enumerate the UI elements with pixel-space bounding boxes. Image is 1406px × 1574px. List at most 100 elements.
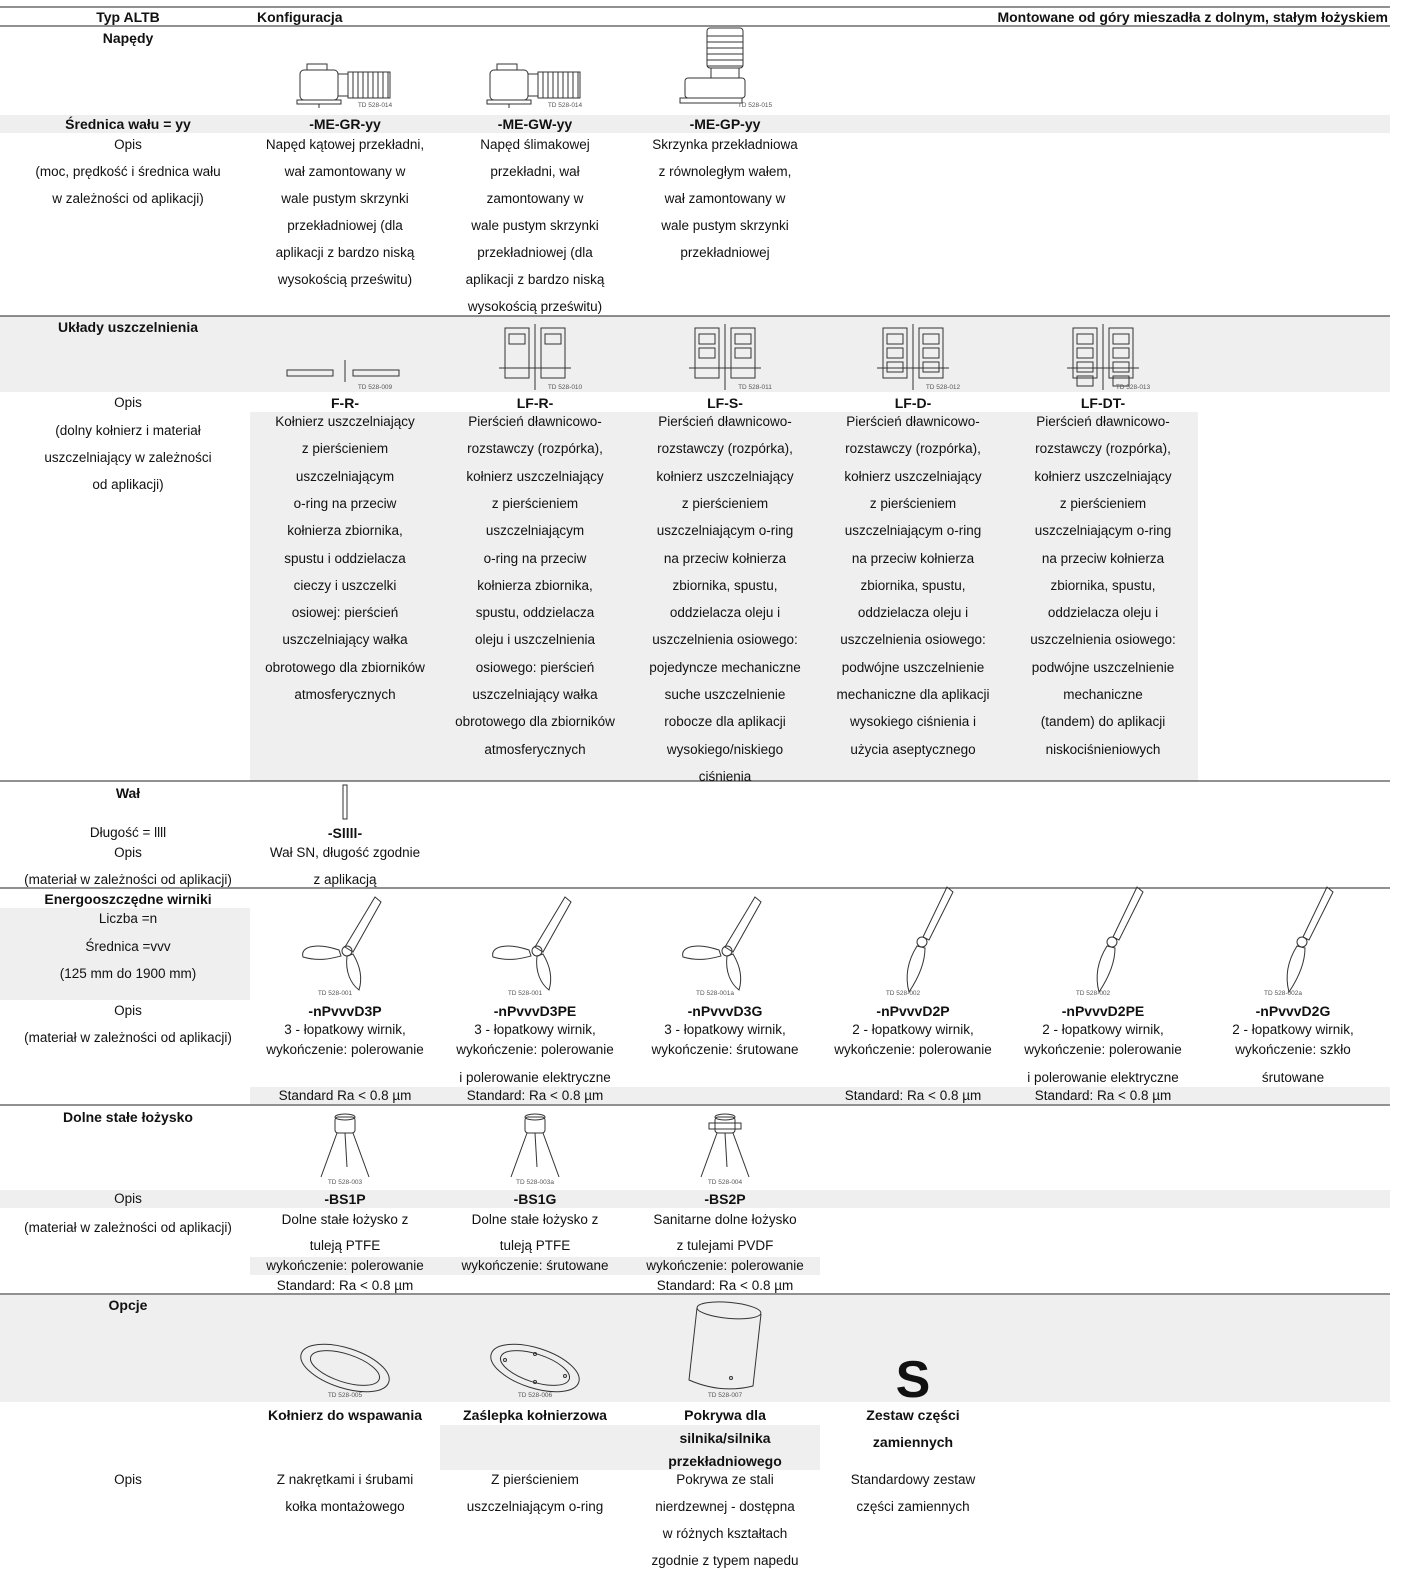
- item-description: z pierścieniem: [301, 441, 389, 457]
- item-description: kołnierza zbiornika,: [477, 577, 593, 593]
- shape: [721, 945, 733, 957]
- shape: [696, 1301, 762, 1320]
- column-header: Typ ALTB: [96, 9, 160, 25]
- item-description: oddzielacza oleju i: [1047, 605, 1159, 621]
- item-description: o-ring na przeciw: [483, 550, 587, 566]
- item-description: wysokością prześwitu): [277, 272, 413, 287]
- item-description: Kołnierz uszczelniający: [275, 414, 415, 429]
- item-description: uszczelniającym o-ring: [844, 523, 982, 539]
- shaded-band: [250, 1257, 820, 1275]
- item-description: osiowej: pierścień: [291, 605, 399, 621]
- shape: [1296, 936, 1308, 948]
- shape: [286, 369, 334, 377]
- shape: [531, 945, 543, 957]
- shape: [1076, 361, 1094, 373]
- seal-drawing: [877, 324, 949, 390]
- bearing-drawing: [510, 1113, 560, 1178]
- item-description: uszczelnienia osiowego:: [840, 632, 986, 648]
- shape: [544, 333, 562, 345]
- item-description: rozstawczy (rozpórka),: [657, 441, 793, 457]
- item-description: uszczelnienia osiowego:: [1030, 632, 1176, 648]
- section-title: Wał: [115, 785, 141, 801]
- shape: [537, 71, 581, 99]
- item-code: LF-D-: [894, 395, 932, 411]
- item-description: kołnierz uszczelniający: [466, 468, 604, 484]
- row-note: (materiał w zależności od aplikacji): [24, 872, 232, 887]
- item-description: uszczelniającym o-ring: [466, 1499, 604, 1514]
- item-code: -BS2P: [704, 1191, 746, 1207]
- item-description: Napęd ślimakowej: [480, 137, 590, 152]
- item-description: uszczelniającym: [295, 468, 395, 484]
- item-description: spustu i oddzielacza: [284, 550, 406, 566]
- item-description: uszczelniającym: [485, 523, 585, 539]
- item-description: mechaniczne dla aplikacji: [836, 687, 990, 702]
- item-description: z pierścieniem: [1059, 495, 1147, 511]
- shape: [688, 1307, 762, 1390]
- item-description: uszczelniający wałka: [282, 632, 408, 648]
- shape: [533, 1380, 537, 1384]
- item-code: LF-S-: [707, 395, 743, 411]
- item-description: robocze dla aplikacji: [664, 714, 786, 730]
- flange-drawing: [300, 1343, 390, 1393]
- seal-drawing: [286, 360, 400, 382]
- figure-caption: TD 528-006: [517, 1392, 553, 1399]
- item-name: Zestaw części: [866, 1407, 960, 1423]
- item-description: mechaniczne: [1063, 687, 1143, 702]
- item-name: przekładniowego: [668, 1453, 782, 1469]
- shape: [309, 1350, 381, 1386]
- item-description: kołnierz uszczelniający: [1034, 468, 1172, 484]
- item-description: przekładni, wał: [490, 164, 580, 179]
- shape: [524, 1113, 546, 1121]
- seal-drawing: [1067, 324, 1139, 390]
- item-description: Standardowy zestaw: [850, 1472, 976, 1487]
- item-name: silnika/silnika: [679, 1430, 771, 1446]
- figure-caption: TD 528-015: [737, 102, 773, 109]
- item-description: 3 - łopatkowy wirnik,: [474, 1022, 596, 1037]
- figure-caption: TD 528-013: [1115, 384, 1151, 391]
- section-title: Opcje: [108, 1297, 148, 1313]
- shape: [337, 73, 349, 97]
- row-note: uszczelniający w zależności: [44, 450, 212, 465]
- item-code: F-R-: [331, 395, 359, 411]
- item-description: wysokością prześwitu): [467, 299, 603, 314]
- item-description: z pierścieniem: [491, 495, 579, 511]
- shape: [1076, 347, 1094, 359]
- shape: [504, 327, 530, 379]
- item-description: Dolne stałe łożysko z: [281, 1212, 409, 1227]
- item-description: Wał SN, długość zgodnie: [269, 845, 421, 860]
- impeller-drawing: [1286, 886, 1334, 994]
- shape: [1096, 945, 1116, 994]
- item-name: zamiennych: [872, 1434, 954, 1450]
- figure-caption: TD 528-007: [707, 1392, 743, 1399]
- shape: [679, 97, 743, 104]
- shape: [730, 327, 756, 379]
- item-standard: Standard Ra < 0.8 µm: [278, 1088, 412, 1103]
- row-label: Opis: [114, 1472, 142, 1487]
- shape: [490, 1343, 580, 1393]
- shape: [732, 1132, 750, 1178]
- impeller-drawing: [1096, 886, 1144, 994]
- row-label: Średnica wału = yy: [65, 116, 191, 132]
- item-code: -nPvvvD3P: [308, 1003, 382, 1019]
- cover-drawing: [688, 1301, 762, 1390]
- item-description: z aplikacją: [313, 872, 377, 887]
- impeller-drawing: [492, 896, 572, 991]
- item-name: Kołnierz do wspawania: [267, 1407, 423, 1423]
- section-title: Dolne stałe łożysko: [63, 1109, 193, 1125]
- item-description: (tandem) do aplikacji: [1040, 714, 1166, 730]
- item-description: wykończenie: polerowanie: [834, 1042, 992, 1057]
- item-description: niskociśnieniowych: [1045, 741, 1161, 757]
- shape: [724, 896, 762, 953]
- item-description: atmosferycznych: [294, 687, 396, 702]
- shape: [710, 67, 740, 79]
- shaded-band: [0, 115, 1390, 133]
- row-note: (moc, prędkość i średnica wału: [35, 164, 221, 179]
- shape: [1112, 347, 1130, 359]
- shape: [296, 99, 342, 105]
- shaded-band: [440, 1425, 820, 1470]
- row-note: w zależności od aplikacji): [52, 191, 204, 206]
- shape: [486, 99, 532, 105]
- impeller-drawing: [302, 896, 382, 991]
- item-description: Pierścień dławnicowo-: [1036, 414, 1170, 429]
- item-description: Pierścień dławnicowo-: [658, 414, 792, 429]
